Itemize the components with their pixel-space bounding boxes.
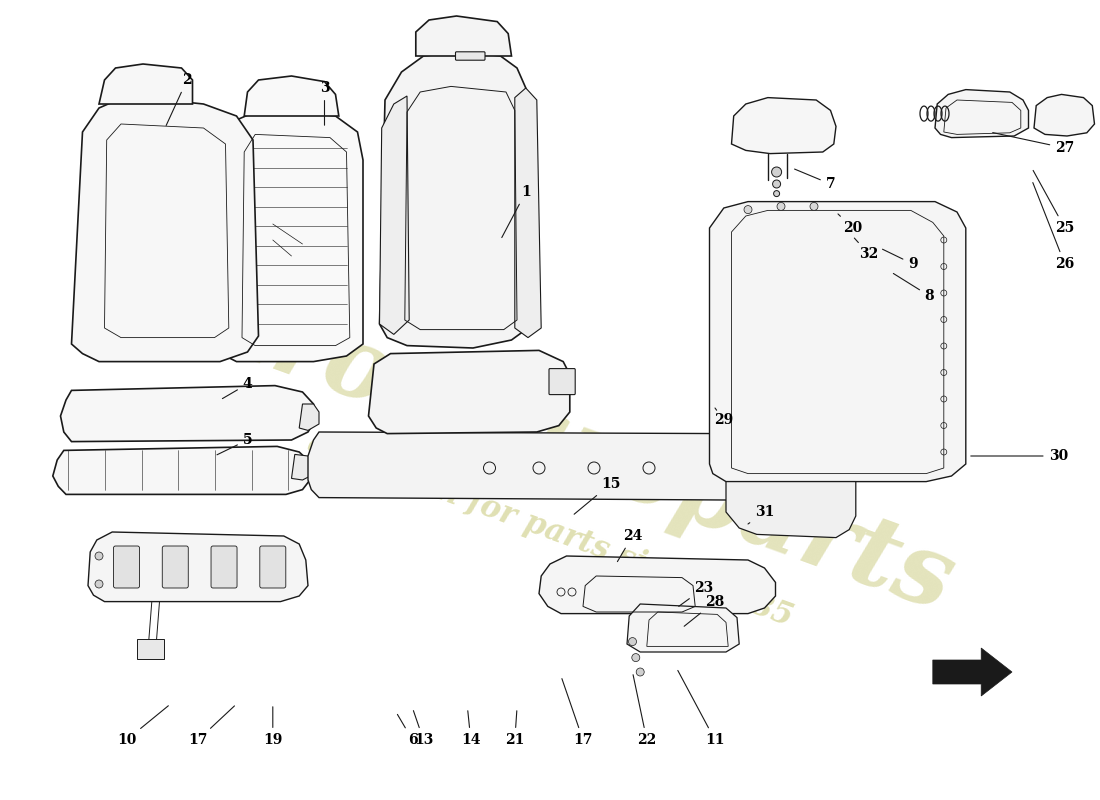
Polygon shape <box>933 648 1012 696</box>
Text: 11: 11 <box>678 670 725 747</box>
Text: 26: 26 <box>1033 182 1075 271</box>
Text: 27: 27 <box>992 133 1075 155</box>
Text: 1: 1 <box>502 185 530 238</box>
Polygon shape <box>72 96 258 362</box>
Text: 7: 7 <box>794 169 835 191</box>
Polygon shape <box>710 202 966 482</box>
Text: 32: 32 <box>855 238 879 262</box>
Polygon shape <box>935 90 1028 138</box>
Text: 29: 29 <box>714 408 734 427</box>
Polygon shape <box>292 454 313 480</box>
Text: 21: 21 <box>505 710 525 747</box>
FancyBboxPatch shape <box>260 546 286 588</box>
Text: 2: 2 <box>166 73 191 126</box>
Text: 25: 25 <box>1033 170 1075 235</box>
Polygon shape <box>515 88 541 338</box>
Circle shape <box>95 552 103 560</box>
FancyBboxPatch shape <box>455 52 485 60</box>
Text: 28: 28 <box>684 594 725 626</box>
Polygon shape <box>368 350 570 434</box>
FancyBboxPatch shape <box>211 546 236 588</box>
Circle shape <box>628 638 637 646</box>
Polygon shape <box>299 404 319 430</box>
Text: 17: 17 <box>562 678 593 747</box>
Text: 23: 23 <box>679 581 714 606</box>
Polygon shape <box>416 16 512 56</box>
Text: eurospareparts: eurospareparts <box>133 249 967 631</box>
Polygon shape <box>627 604 739 652</box>
Text: 31: 31 <box>748 505 774 524</box>
Text: 17: 17 <box>188 706 234 747</box>
Text: 14: 14 <box>461 710 481 747</box>
Circle shape <box>810 202 818 210</box>
Polygon shape <box>308 432 770 500</box>
Circle shape <box>772 180 781 188</box>
Polygon shape <box>726 482 856 538</box>
Text: 4: 4 <box>222 377 252 398</box>
Text: 30: 30 <box>971 449 1068 463</box>
Polygon shape <box>214 108 363 362</box>
FancyBboxPatch shape <box>163 546 188 588</box>
Text: 3: 3 <box>320 81 329 126</box>
Polygon shape <box>1034 94 1094 136</box>
Polygon shape <box>53 446 312 494</box>
Polygon shape <box>88 532 308 602</box>
Polygon shape <box>539 556 776 614</box>
Text: 13: 13 <box>414 710 433 747</box>
Polygon shape <box>60 386 317 442</box>
Circle shape <box>771 167 782 177</box>
Text: 5: 5 <box>217 433 252 454</box>
FancyBboxPatch shape <box>136 639 164 659</box>
FancyBboxPatch shape <box>113 546 140 588</box>
Text: 9: 9 <box>882 250 917 271</box>
Text: 10: 10 <box>117 706 168 747</box>
Text: 19: 19 <box>263 706 283 747</box>
Circle shape <box>777 202 785 210</box>
Polygon shape <box>379 96 409 334</box>
Polygon shape <box>732 98 836 154</box>
Circle shape <box>95 580 103 588</box>
Text: 15: 15 <box>574 477 620 514</box>
Text: 20: 20 <box>838 214 862 235</box>
Circle shape <box>636 668 645 676</box>
Polygon shape <box>99 64 192 104</box>
Text: 8: 8 <box>893 274 934 303</box>
Text: 6: 6 <box>397 714 417 747</box>
Text: 22: 22 <box>634 674 657 747</box>
Circle shape <box>744 206 752 214</box>
Circle shape <box>631 654 640 662</box>
Text: 24: 24 <box>617 529 642 562</box>
Circle shape <box>773 190 780 197</box>
FancyBboxPatch shape <box>549 369 575 394</box>
Text: a passion for parts since 1985: a passion for parts since 1985 <box>302 427 798 633</box>
Polygon shape <box>244 76 339 116</box>
Polygon shape <box>379 52 528 348</box>
